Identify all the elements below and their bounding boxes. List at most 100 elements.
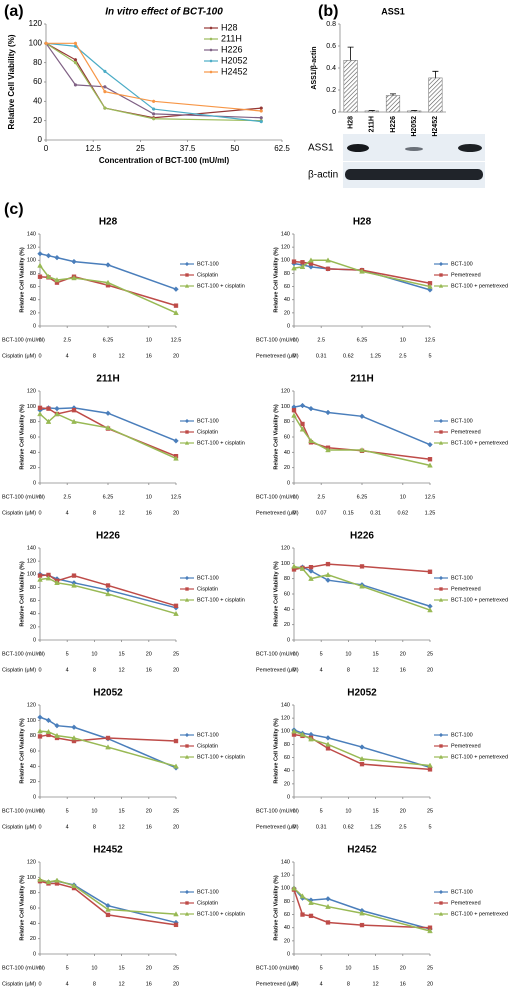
y-tick-label: 20 [284,465,290,471]
marker [73,83,78,87]
y-tick-label: 60 [33,77,42,86]
x-tick-label: 15 [373,651,379,657]
x-tick-label: 0 [38,808,41,814]
marker [325,741,331,747]
x-tick-label: 10 [91,808,97,814]
marker [105,912,111,918]
x2-tick-label: 16 [400,667,406,673]
x-tick-label: 25 [427,808,433,814]
marker [173,763,179,769]
marker [45,418,52,424]
x2-tick-label: 16 [146,981,152,987]
legend-label: BCT-100 + pemetrexed [451,283,508,289]
x-tick-label: 0 [44,144,49,153]
x2-tick-label: 4 [66,510,69,516]
legend-label: Cisplatin [197,900,218,906]
marker [37,734,43,739]
blot-band [405,147,423,151]
chart-title: In vitro effect of BCT-100 [105,7,223,18]
bar [428,77,443,113]
marker [325,447,331,453]
x2-axis-label: Cisplatin (μM) [2,824,36,830]
marker [308,736,314,742]
y-tick-label: 40 [33,96,42,105]
x-tick-label: 2.5 [317,337,325,343]
x-tick-label: 20 [400,965,406,971]
chart-title: H2052 [93,688,123,699]
x-tick-label: 10 [345,965,351,971]
x2-tick-label: 20 [173,510,179,516]
error-bar [411,109,418,111]
marker [103,69,107,74]
legend-marker [185,901,189,905]
marker [45,717,52,724]
x2-tick-label: 0 [292,667,295,673]
marker [325,735,331,741]
marker [427,762,433,768]
legend-label: BCT-100 + cisplatin [197,911,245,917]
marker [45,273,52,279]
x2-tick-label: 16 [146,824,152,830]
marker [151,117,156,121]
legend-label: H2052 [221,55,248,65]
y-tick-label: 0 [33,951,36,957]
y-tick-label: 0 [332,109,336,116]
y-tick-label: 0 [287,794,290,800]
legend-marker [438,754,444,759]
legend-label: H2452 [221,66,248,76]
x-tick-label: 12.5 [425,337,436,343]
marker [359,583,365,589]
y-axis-label: ASS1/β-actin [311,46,318,89]
x-tick-label: 2.5 [317,494,325,500]
x-tick-label: 15 [373,808,379,814]
x-tick-label: 10 [146,337,152,343]
y-tick-label: 60 [284,434,290,440]
x2-tick-label: 12 [119,824,125,830]
x2-tick-label: 4 [66,667,69,673]
marker [151,112,156,116]
marker [37,262,43,268]
x-tick-label: 25 [427,965,433,971]
marker [325,266,331,271]
chart-title: H2052 [347,688,377,699]
y-tick-label: 100 [281,404,290,410]
x-axis-label: BCT-100 (mU/ml) [256,965,299,971]
y-tick-label: 140 [281,231,290,237]
x-axis-label: BCT-100 (mU/ml) [2,965,45,971]
x-axis-label: BCT-100 (mU/ml) [2,651,45,657]
y-tick-label: 80 [284,271,290,277]
blot-band [458,144,482,152]
marker [37,714,43,721]
panel-label: (c) [4,201,24,218]
legend-marker [184,440,190,445]
x2-tick-label: 16 [146,510,152,516]
x2-tick-label: 0.07 [316,510,327,516]
marker [359,413,365,420]
marker [308,257,314,263]
y-tick-label: 120 [281,388,290,394]
legend-label: Pemetrexed [451,429,481,435]
y-tick-label: 100 [27,572,36,578]
legend-label: BCT-100 [451,889,473,895]
marker [427,441,433,448]
marker [427,928,433,934]
x2-axis-label: Pemetrexed (μM) [256,824,299,830]
bar [407,110,422,113]
legend-marker [184,889,190,895]
legend-label: BCT-100 [451,418,473,424]
marker [54,877,60,883]
y-tick-label: 120 [27,559,36,565]
x-tick-label: 5 [320,965,323,971]
y-tick-label: 40 [284,297,290,303]
x-tick-label: 0 [292,965,295,971]
y-tick-label: 80 [30,419,36,425]
x-tick-label: 5 [320,808,323,814]
y-tick-label: 60 [30,284,36,290]
x2-tick-label: 12 [119,510,125,516]
marker [73,58,78,62]
legend-marker [209,48,213,52]
bar [364,110,379,113]
legend-marker [209,37,213,41]
y-tick-label: 80 [284,419,290,425]
